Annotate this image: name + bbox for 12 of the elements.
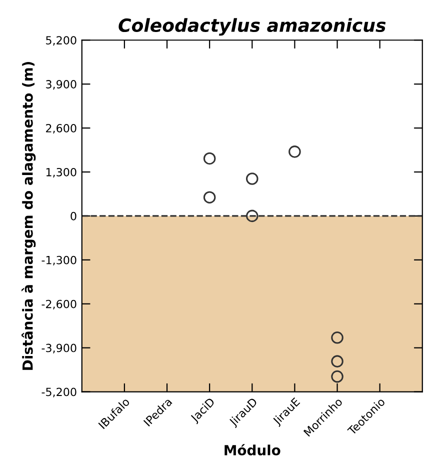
y-tick-label: 3,900 <box>46 80 76 90</box>
y-tick-label: -1,300 <box>42 256 76 266</box>
y-tick-label: -5,200 <box>42 388 76 398</box>
y-tick-label: 5,200 <box>46 36 76 46</box>
y-tick-label: 0 <box>70 212 76 220</box>
y-tick-label: 2,600 <box>46 124 76 134</box>
y-tick-label: 1,300 <box>46 168 76 178</box>
y-tick-label: -2,600 <box>42 300 76 310</box>
x-axis-title: Módulo <box>224 444 280 456</box>
chart-title: Coleodactylus amazonicus <box>118 18 386 36</box>
y-axis-title: Distância à margem do alagamento (m) <box>22 62 36 370</box>
y-tick-label: -3,900 <box>42 344 76 354</box>
